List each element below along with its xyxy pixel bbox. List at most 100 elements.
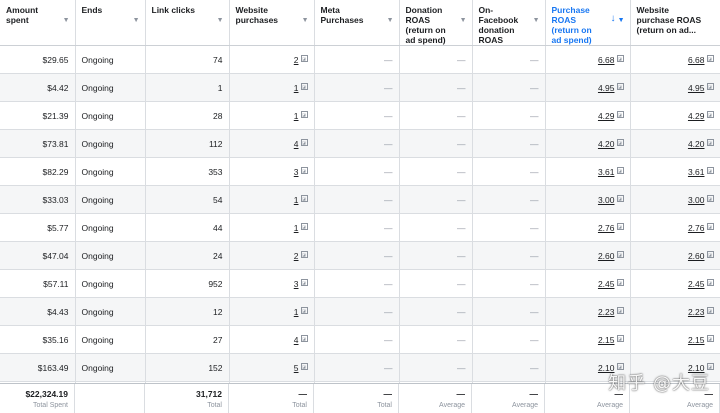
chevron-down-icon[interactable]: ▼ xyxy=(301,17,309,24)
chevron-down-icon[interactable]: ▼ xyxy=(459,17,467,24)
attribution-info-icon[interactable]: ◪ xyxy=(616,166,624,174)
column-header-website-purchases[interactable]: Website purchases ▼ xyxy=(229,0,315,46)
cell-value[interactable]: 1 xyxy=(293,110,299,121)
cell-value[interactable]: 2.15 xyxy=(597,334,615,345)
cell-value[interactable]: 3 xyxy=(293,166,299,177)
cell-value[interactable]: 4.20 xyxy=(687,138,705,149)
cell-value[interactable]: 6.68 xyxy=(687,54,705,65)
attribution-info-icon[interactable]: ◪ xyxy=(616,222,624,230)
table-row[interactable]: $57.11 Ongoing 952 3 ◪ — — —2.45 ◪ 2.45 ◪ xyxy=(0,269,720,298)
table-row[interactable]: $33.03 Ongoing 54 1 ◪ — — —3.00 ◪ 3.00 ◪ xyxy=(0,185,720,214)
cell-value[interactable]: 3.61 xyxy=(687,166,705,177)
attribution-info-icon[interactable]: ◪ xyxy=(616,334,624,342)
cell-value[interactable]: 2.45 xyxy=(597,278,615,289)
attribution-info-icon[interactable]: ◪ xyxy=(300,194,308,202)
attribution-info-icon[interactable]: ◪ xyxy=(300,222,308,230)
attribution-info-icon[interactable]: ◪ xyxy=(300,278,308,286)
attribution-info-icon[interactable]: ◪ xyxy=(300,54,308,62)
chevron-down-icon[interactable]: ▼ xyxy=(132,17,140,24)
cell-value[interactable]: 4.95 xyxy=(597,82,615,93)
attribution-info-icon[interactable]: ◪ xyxy=(706,54,714,62)
chevron-down-icon[interactable]: ▼ xyxy=(532,17,540,24)
cell-value[interactable]: 2.23 xyxy=(687,306,705,317)
cell-value[interactable]: 4.20 xyxy=(597,138,615,149)
cell-value[interactable]: 6.68 xyxy=(597,54,615,65)
attribution-info-icon[interactable]: ◪ xyxy=(616,110,624,118)
attribution-info-icon[interactable]: ◪ xyxy=(300,334,308,342)
table-row[interactable]: $163.49 Ongoing 152 5 ◪ — — —2.10 ◪ 2.10 ◪ xyxy=(0,353,720,382)
attribution-info-icon[interactable]: ◪ xyxy=(706,334,714,342)
column-header-purchase-roas[interactable]: Purchase ROAS (return on ad spend) ↓ ▼ xyxy=(545,0,631,46)
cell-value[interactable]: 1 xyxy=(293,306,299,317)
cell-value[interactable]: 2.60 xyxy=(687,250,705,261)
attribution-info-icon[interactable]: ◪ xyxy=(616,278,624,286)
attribution-info-icon[interactable]: ◪ xyxy=(300,110,308,118)
cell-value[interactable]: 1 xyxy=(293,222,299,233)
chevron-down-icon[interactable]: ▼ xyxy=(62,17,70,24)
cell-value[interactable]: 2.45 xyxy=(687,278,705,289)
cell-value[interactable]: 2.76 xyxy=(687,222,705,233)
column-header-fb-donation-roas[interactable]: On-Facebook donation ROAS ▼ xyxy=(472,0,546,46)
column-header-website-purchase-roas[interactable]: Website purchase ROAS (return on ad... xyxy=(630,0,720,46)
attribution-info-icon[interactable]: ◪ xyxy=(706,362,714,370)
attribution-info-icon[interactable]: ◪ xyxy=(706,194,714,202)
cell-value[interactable]: 2.15 xyxy=(687,334,705,345)
attribution-info-icon[interactable]: ◪ xyxy=(300,362,308,370)
column-header-meta-purchases[interactable]: Meta Purchases ▼ xyxy=(314,0,400,46)
cell-value[interactable]: 2 xyxy=(293,250,299,261)
cell-value[interactable]: 2.10 xyxy=(597,362,615,373)
attribution-info-icon[interactable]: ◪ xyxy=(706,82,714,90)
cell-value[interactable]: 4.95 xyxy=(687,82,705,93)
chevron-down-icon[interactable]: ▼ xyxy=(216,17,224,24)
attribution-info-icon[interactable]: ◪ xyxy=(706,222,714,230)
cell-value[interactable]: 5 xyxy=(293,362,299,373)
attribution-info-icon[interactable]: ◪ xyxy=(616,138,624,146)
attribution-info-icon[interactable]: ◪ xyxy=(706,306,714,314)
attribution-info-icon[interactable]: ◪ xyxy=(616,306,624,314)
attribution-info-icon[interactable]: ◪ xyxy=(616,362,624,370)
attribution-info-icon[interactable]: ◪ xyxy=(300,138,308,146)
table-row[interactable]: $4.43 Ongoing 12 1 ◪ — — —2.23 ◪ 2.23 ◪ xyxy=(0,297,720,326)
cell-value[interactable]: 3.00 xyxy=(597,194,615,205)
cell-value[interactable]: 4 xyxy=(293,334,299,345)
cell-value[interactable]: 1 xyxy=(293,194,299,205)
table-row[interactable]: $73.81 Ongoing 112 4 ◪ — — —4.20 ◪ 4.20 ◪ xyxy=(0,129,720,158)
cell-value[interactable]: 3 xyxy=(293,278,299,289)
attribution-info-icon[interactable]: ◪ xyxy=(616,194,624,202)
attribution-info-icon[interactable]: ◪ xyxy=(706,110,714,118)
cell-value[interactable]: 4 xyxy=(293,138,299,149)
cell-value[interactable]: 2.23 xyxy=(597,306,615,317)
attribution-info-icon[interactable]: ◪ xyxy=(706,278,714,286)
cell-value[interactable]: 2.10 xyxy=(687,362,705,373)
cell-value[interactable]: 2.76 xyxy=(597,222,615,233)
column-header-ends[interactable]: Ends ▼ xyxy=(75,0,146,46)
table-row[interactable]: $5.77 Ongoing 44 1 ◪ — — —2.76 ◪ 2.76 ◪ xyxy=(0,213,720,242)
attribution-info-icon[interactable]: ◪ xyxy=(300,82,308,90)
attribution-info-icon[interactable]: ◪ xyxy=(300,166,308,174)
attribution-info-icon[interactable]: ◪ xyxy=(616,54,624,62)
attribution-info-icon[interactable]: ◪ xyxy=(706,250,714,258)
column-header-link-clicks[interactable]: Link clicks ▼ xyxy=(145,0,230,46)
column-header-amount-spent[interactable]: Amount spent ▼ xyxy=(0,0,76,46)
table-row[interactable]: $47.04 Ongoing 24 2 ◪ — — —2.60 ◪ 2.60 ◪ xyxy=(0,241,720,270)
cell-value[interactable]: 4.29 xyxy=(687,110,705,121)
chevron-down-icon[interactable]: ▼ xyxy=(386,17,394,24)
cell-value[interactable]: 2 xyxy=(293,54,299,65)
attribution-info-icon[interactable]: ◪ xyxy=(616,250,624,258)
table-row[interactable]: $29.65 Ongoing 74 2 ◪ — — —6.68 ◪ 6.68 ◪ xyxy=(0,45,720,74)
attribution-info-icon[interactable]: ◪ xyxy=(706,138,714,146)
cell-value[interactable]: 3.00 xyxy=(687,194,705,205)
attribution-info-icon[interactable]: ◪ xyxy=(706,166,714,174)
column-header-donation-roas[interactable]: Donation ROAS (return on ad spend) ▼ xyxy=(399,0,473,46)
attribution-info-icon[interactable]: ◪ xyxy=(300,306,308,314)
table-row[interactable]: $4.42 Ongoing 1 1 ◪ — — —4.95 ◪ 4.95 ◪ xyxy=(0,73,720,102)
table-row[interactable]: $21.39 Ongoing 28 1 ◪ — — —4.29 ◪ 4.29 ◪ xyxy=(0,101,720,130)
sort-descending-icon[interactable]: ↓ xyxy=(610,13,616,24)
attribution-info-icon[interactable]: ◪ xyxy=(616,82,624,90)
cell-value[interactable]: 2.60 xyxy=(597,250,615,261)
attribution-info-icon[interactable]: ◪ xyxy=(300,250,308,258)
cell-value[interactable]: 4.29 xyxy=(597,110,615,121)
chevron-down-icon[interactable]: ▼ xyxy=(617,17,625,24)
table-row[interactable]: $82.29 Ongoing 353 3 ◪ — — —3.61 ◪ 3.61 ◪ xyxy=(0,157,720,186)
table-row[interactable]: $35.16 Ongoing 27 4 ◪ — — —2.15 ◪ 2.15 ◪ xyxy=(0,325,720,354)
